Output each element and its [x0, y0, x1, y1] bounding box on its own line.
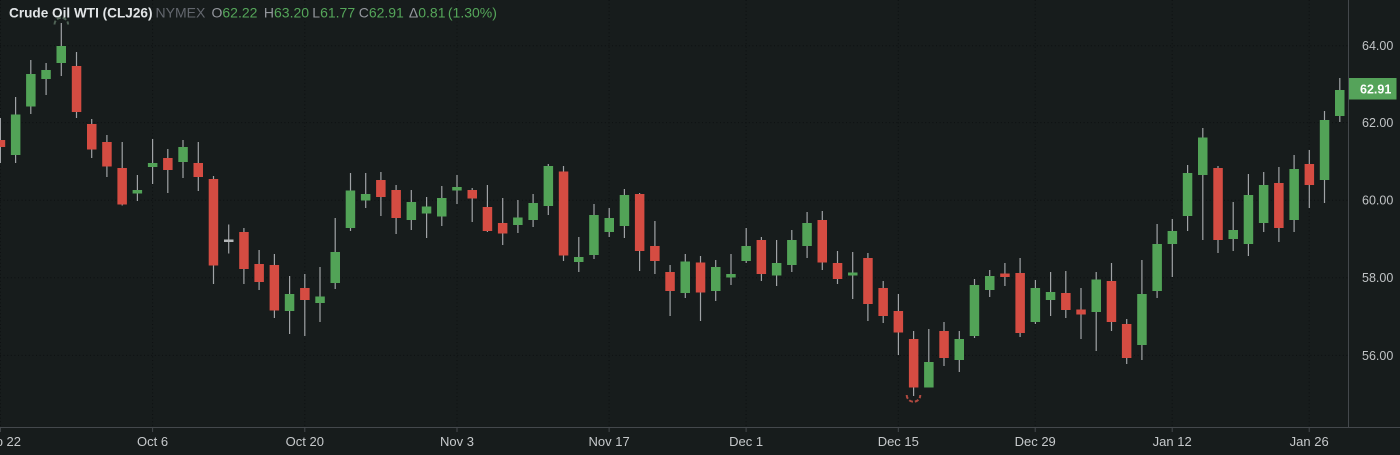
svg-text:NYMEX: NYMEX — [156, 5, 206, 21]
svg-text:Oct 6: Oct 6 — [137, 434, 168, 449]
svg-text:(1.30%): (1.30%) — [448, 5, 497, 21]
svg-text:C62.91: C62.91 — [359, 5, 404, 21]
svg-text:Sep 22: Sep 22 — [0, 434, 21, 449]
svg-text:Crude Oil WTI (CLJ26): Crude Oil WTI (CLJ26) — [9, 6, 153, 21]
svg-text:62.00: 62.00 — [1362, 116, 1393, 130]
svg-text:Δ0.81: Δ0.81 — [409, 5, 446, 21]
svg-text:Dec 29: Dec 29 — [1015, 434, 1056, 449]
svg-text:56.00: 56.00 — [1362, 349, 1393, 363]
svg-text:Jan 26: Jan 26 — [1290, 434, 1329, 449]
svg-text:Oct 20: Oct 20 — [286, 434, 324, 449]
svg-text:H63.20: H63.20 — [264, 5, 309, 21]
svg-text:Jan 12: Jan 12 — [1153, 434, 1192, 449]
svg-text:Nov 17: Nov 17 — [588, 434, 629, 449]
svg-text:L61.77: L61.77 — [312, 5, 355, 21]
svg-text:58.00: 58.00 — [1362, 271, 1393, 285]
svg-text:62.91: 62.91 — [1360, 82, 1391, 96]
svg-text:O62.22: O62.22 — [212, 5, 258, 21]
svg-text:Nov 3: Nov 3 — [440, 434, 474, 449]
svg-text:64.00: 64.00 — [1362, 39, 1393, 53]
svg-text:Dec 15: Dec 15 — [878, 434, 919, 449]
svg-text:Dec 1: Dec 1 — [729, 434, 763, 449]
svg-text:60.00: 60.00 — [1362, 194, 1393, 208]
